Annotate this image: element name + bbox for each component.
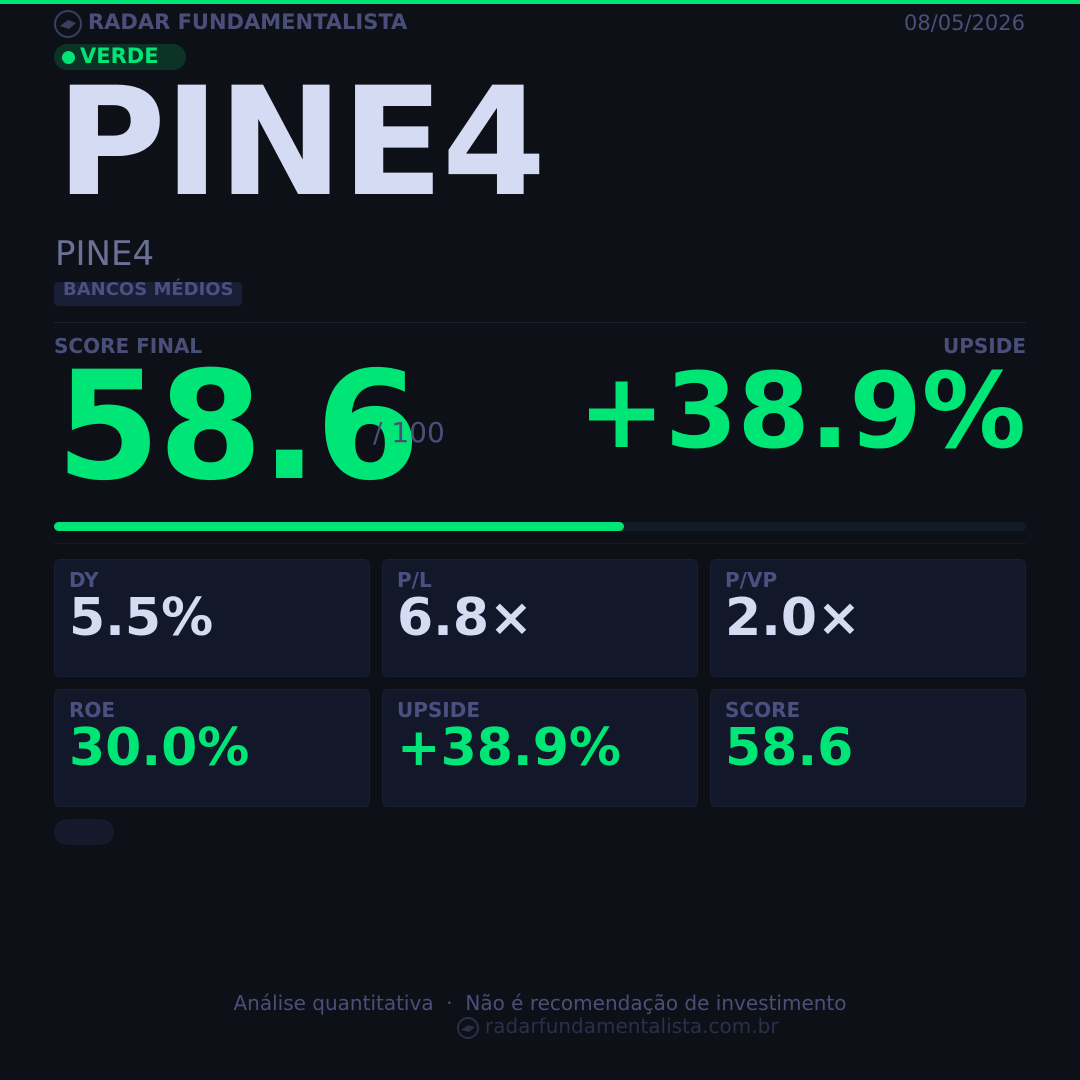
logo <box>54 10 82 38</box>
metric-value: 6.8× <box>397 588 533 648</box>
signal: VERDE <box>80 44 159 68</box>
url: radarfundamentalista.com.br <box>485 1014 779 1038</box>
metric-value: 30.0% <box>69 718 250 778</box>
metric-label: UPSIDE <box>397 698 481 722</box>
metric-card: SCORE 58.6 <box>710 689 1026 807</box>
brand: RADAR FUNDAMENTALISTA <box>88 10 408 34</box>
upside-label: UPSIDE <box>942 334 1026 358</box>
score-value: 58.6 <box>56 340 420 514</box>
icon-pill <box>54 819 114 845</box>
metric-value: 58.6 <box>725 718 854 778</box>
sector-tag <box>54 282 242 306</box>
metric-value: 2.0× <box>725 588 861 648</box>
date: 08/05/2026 <box>903 11 1025 35</box>
score-max: / 100 <box>373 416 445 449</box>
metric-card: ROE 30.0% <box>54 689 370 807</box>
metric-label: ROE <box>69 698 116 722</box>
metric-label: SCORE <box>725 698 801 722</box>
metric-value: 5.5% <box>69 588 214 648</box>
company-name: PINE4 <box>55 234 155 274</box>
metric-label: P/L <box>397 568 432 592</box>
divider <box>54 322 1026 323</box>
footer-logo <box>457 1017 479 1039</box>
metric-label: DY <box>69 568 99 592</box>
metric-card: DY 5.5% <box>54 559 370 677</box>
metric-label: P/VP <box>725 568 778 592</box>
disclaimer: Análise quantitativa · Não é recomendaçã… <box>233 991 847 1015</box>
signal-badge: VERDE <box>54 44 186 70</box>
score-label: SCORE FINAL <box>54 334 203 358</box>
score-track <box>54 522 1026 531</box>
divider <box>54 543 1026 544</box>
metric-card: P/VP 2.0× <box>710 559 1026 677</box>
metric-card: P/L 6.8× <box>382 559 698 677</box>
sector: BANCOS MÉDIOS <box>63 279 234 300</box>
signal-dot <box>62 51 75 64</box>
score-bar <box>54 522 624 531</box>
ticker: PINE4 <box>56 56 546 230</box>
metric-card: UPSIDE +38.9% <box>382 689 698 807</box>
top-accent <box>0 0 1080 4</box>
metric-value: +38.9% <box>397 718 621 778</box>
upside-value: +38.9% <box>578 350 1026 472</box>
